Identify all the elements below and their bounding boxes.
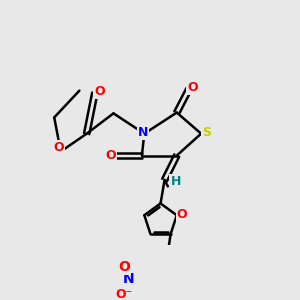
Text: O: O	[118, 260, 130, 274]
Text: O: O	[105, 149, 116, 162]
Text: O: O	[187, 81, 198, 94]
Text: N: N	[138, 126, 148, 139]
Text: O: O	[53, 141, 64, 154]
Text: N: N	[122, 272, 134, 286]
Text: S: S	[202, 126, 211, 140]
Text: O⁻: O⁻	[116, 288, 133, 300]
Text: O: O	[94, 85, 104, 98]
Text: O: O	[177, 208, 188, 220]
Text: H: H	[170, 175, 181, 188]
